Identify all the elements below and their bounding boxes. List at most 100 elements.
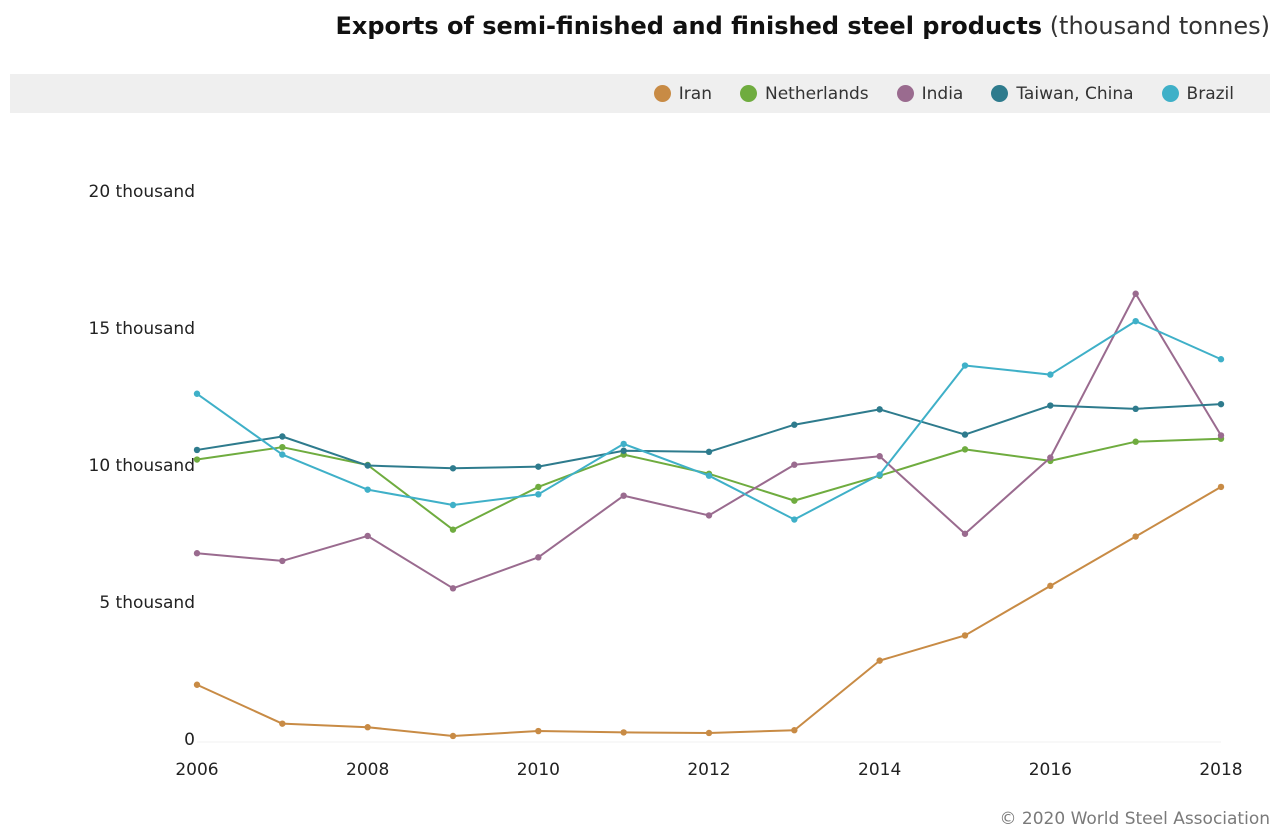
data-point-taiwan-china[interactable] [1217,400,1225,408]
data-point-netherlands[interactable] [193,456,201,463]
data-point-taiwan-china[interactable] [876,406,883,413]
chart-title: Exports of semi-finished and finished st… [335,12,1270,40]
legend-item[interactable]: Brazil [1161,83,1234,104]
data-point-taiwan-china[interactable] [791,421,798,428]
x-tick-label: 2016 [1029,760,1072,780]
data-point-iran[interactable] [449,732,457,740]
data-point-taiwan-china[interactable] [535,463,542,470]
data-point-netherlands[interactable] [449,526,457,533]
data-point-india[interactable] [1217,432,1225,439]
y-tick-label: 10 thousand [89,456,196,476]
series-taiwan-china [193,400,1225,472]
data-point-brazil[interactable] [364,486,371,493]
legend-swatch-icon [653,85,671,102]
x-tick-label: 2014 [858,760,901,780]
data-point-india[interactable] [791,461,798,468]
data-point-iran[interactable] [535,727,542,735]
legend: Iran Netherlands India Taiwan, China Brazil [653,74,1234,113]
legend-item[interactable]: Iran [653,83,712,104]
legend-swatch-icon [739,85,757,102]
data-point-iran[interactable] [876,657,883,664]
data-point-brazil[interactable] [1132,317,1139,325]
series-line-iran [196,486,1222,737]
data-point-iran[interactable] [279,720,286,727]
data-point-iran[interactable] [705,729,713,737]
data-point-brazil[interactable] [279,451,286,458]
x-tick-label: 2006 [175,760,218,780]
data-point-brazil[interactable] [449,501,457,509]
data-point-india[interactable] [449,585,457,592]
data-point-netherlands[interactable] [791,497,798,504]
data-point-iran[interactable] [193,681,201,688]
series-india [193,290,1225,592]
data-point-taiwan-china[interactable] [449,465,457,472]
data-point-netherlands[interactable] [1132,438,1139,445]
data-point-brazil[interactable] [876,471,883,478]
series-line-taiwan-china [196,403,1222,470]
data-point-taiwan-china[interactable] [1047,402,1054,409]
data-point-taiwan-china[interactable] [705,448,713,456]
data-point-india[interactable] [364,532,371,540]
chart-title-main: Exports of semi-finished and finished st… [335,12,1043,40]
data-point-brazil[interactable] [1217,356,1225,363]
data-point-iran[interactable] [364,724,371,731]
y-tick-label: 5 thousand [99,593,195,613]
data-point-india[interactable] [193,550,201,557]
y-tick-label: 20 thousand [89,182,196,202]
data-point-india[interactable] [1132,290,1139,297]
chart-title-unit: (thousand tonnes) [1049,12,1270,40]
data-point-iran[interactable] [1047,582,1054,590]
data-point-india[interactable] [279,557,286,565]
series-line-india [196,292,1222,590]
data-point-india[interactable] [1047,454,1054,461]
legend-label: Netherlands [764,83,869,104]
data-point-brazil[interactable] [1047,371,1054,378]
data-point-taiwan-china[interactable] [193,446,201,454]
legend-label: Brazil [1186,83,1234,104]
y-tick-label: 0 [184,730,195,750]
data-point-iran[interactable] [1217,483,1225,491]
data-point-india[interactable] [876,453,883,460]
series-line-brazil [196,320,1222,521]
data-point-netherlands[interactable] [961,446,969,453]
data-point-brazil[interactable] [535,491,542,498]
data-point-brazil[interactable] [705,472,713,479]
data-point-iran[interactable] [791,727,798,734]
legend-item[interactable]: Netherlands [739,83,869,104]
data-point-taiwan-china[interactable] [1132,405,1139,413]
data-point-taiwan-china[interactable] [279,433,286,440]
x-tick-label: 2012 [687,760,730,780]
legend-swatch-icon [896,85,914,102]
data-point-brazil[interactable] [791,516,798,523]
data-point-iran[interactable] [620,729,627,736]
data-point-brazil[interactable] [620,440,627,448]
legend-label: Iran [678,83,712,104]
legend-item[interactable]: India [896,83,964,104]
data-point-taiwan-china[interactable] [961,431,969,438]
data-point-iran[interactable] [961,632,969,639]
data-point-india[interactable] [705,512,713,519]
x-tick-label: 2018 [1199,760,1242,780]
data-point-brazil[interactable] [193,390,201,397]
legend-swatch-icon [991,85,1009,102]
legend-bar: Iran Netherlands India Taiwan, China Brazil [10,74,1270,113]
data-point-india[interactable] [620,492,627,499]
legend-item[interactable]: Taiwan, China [991,83,1134,104]
data-point-india[interactable] [961,530,969,537]
data-point-taiwan-china[interactable] [364,462,371,469]
legend-label: Taiwan, China [1016,83,1134,104]
series-iran [193,483,1225,740]
x-tick-label: 2008 [346,760,389,780]
legend-swatch-icon [1161,85,1179,102]
series-brazil [193,317,1225,523]
data-point-taiwan-china[interactable] [620,447,627,454]
data-point-netherlands[interactable] [279,443,286,451]
data-point-iran[interactable] [1132,533,1139,540]
legend-label: India [921,83,964,104]
data-point-netherlands[interactable] [535,483,542,491]
copyright-footer: © 2020 World Steel Association [999,809,1271,829]
data-point-india[interactable] [535,554,542,561]
x-tick-label: 2010 [517,760,560,780]
data-point-brazil[interactable] [961,362,969,369]
